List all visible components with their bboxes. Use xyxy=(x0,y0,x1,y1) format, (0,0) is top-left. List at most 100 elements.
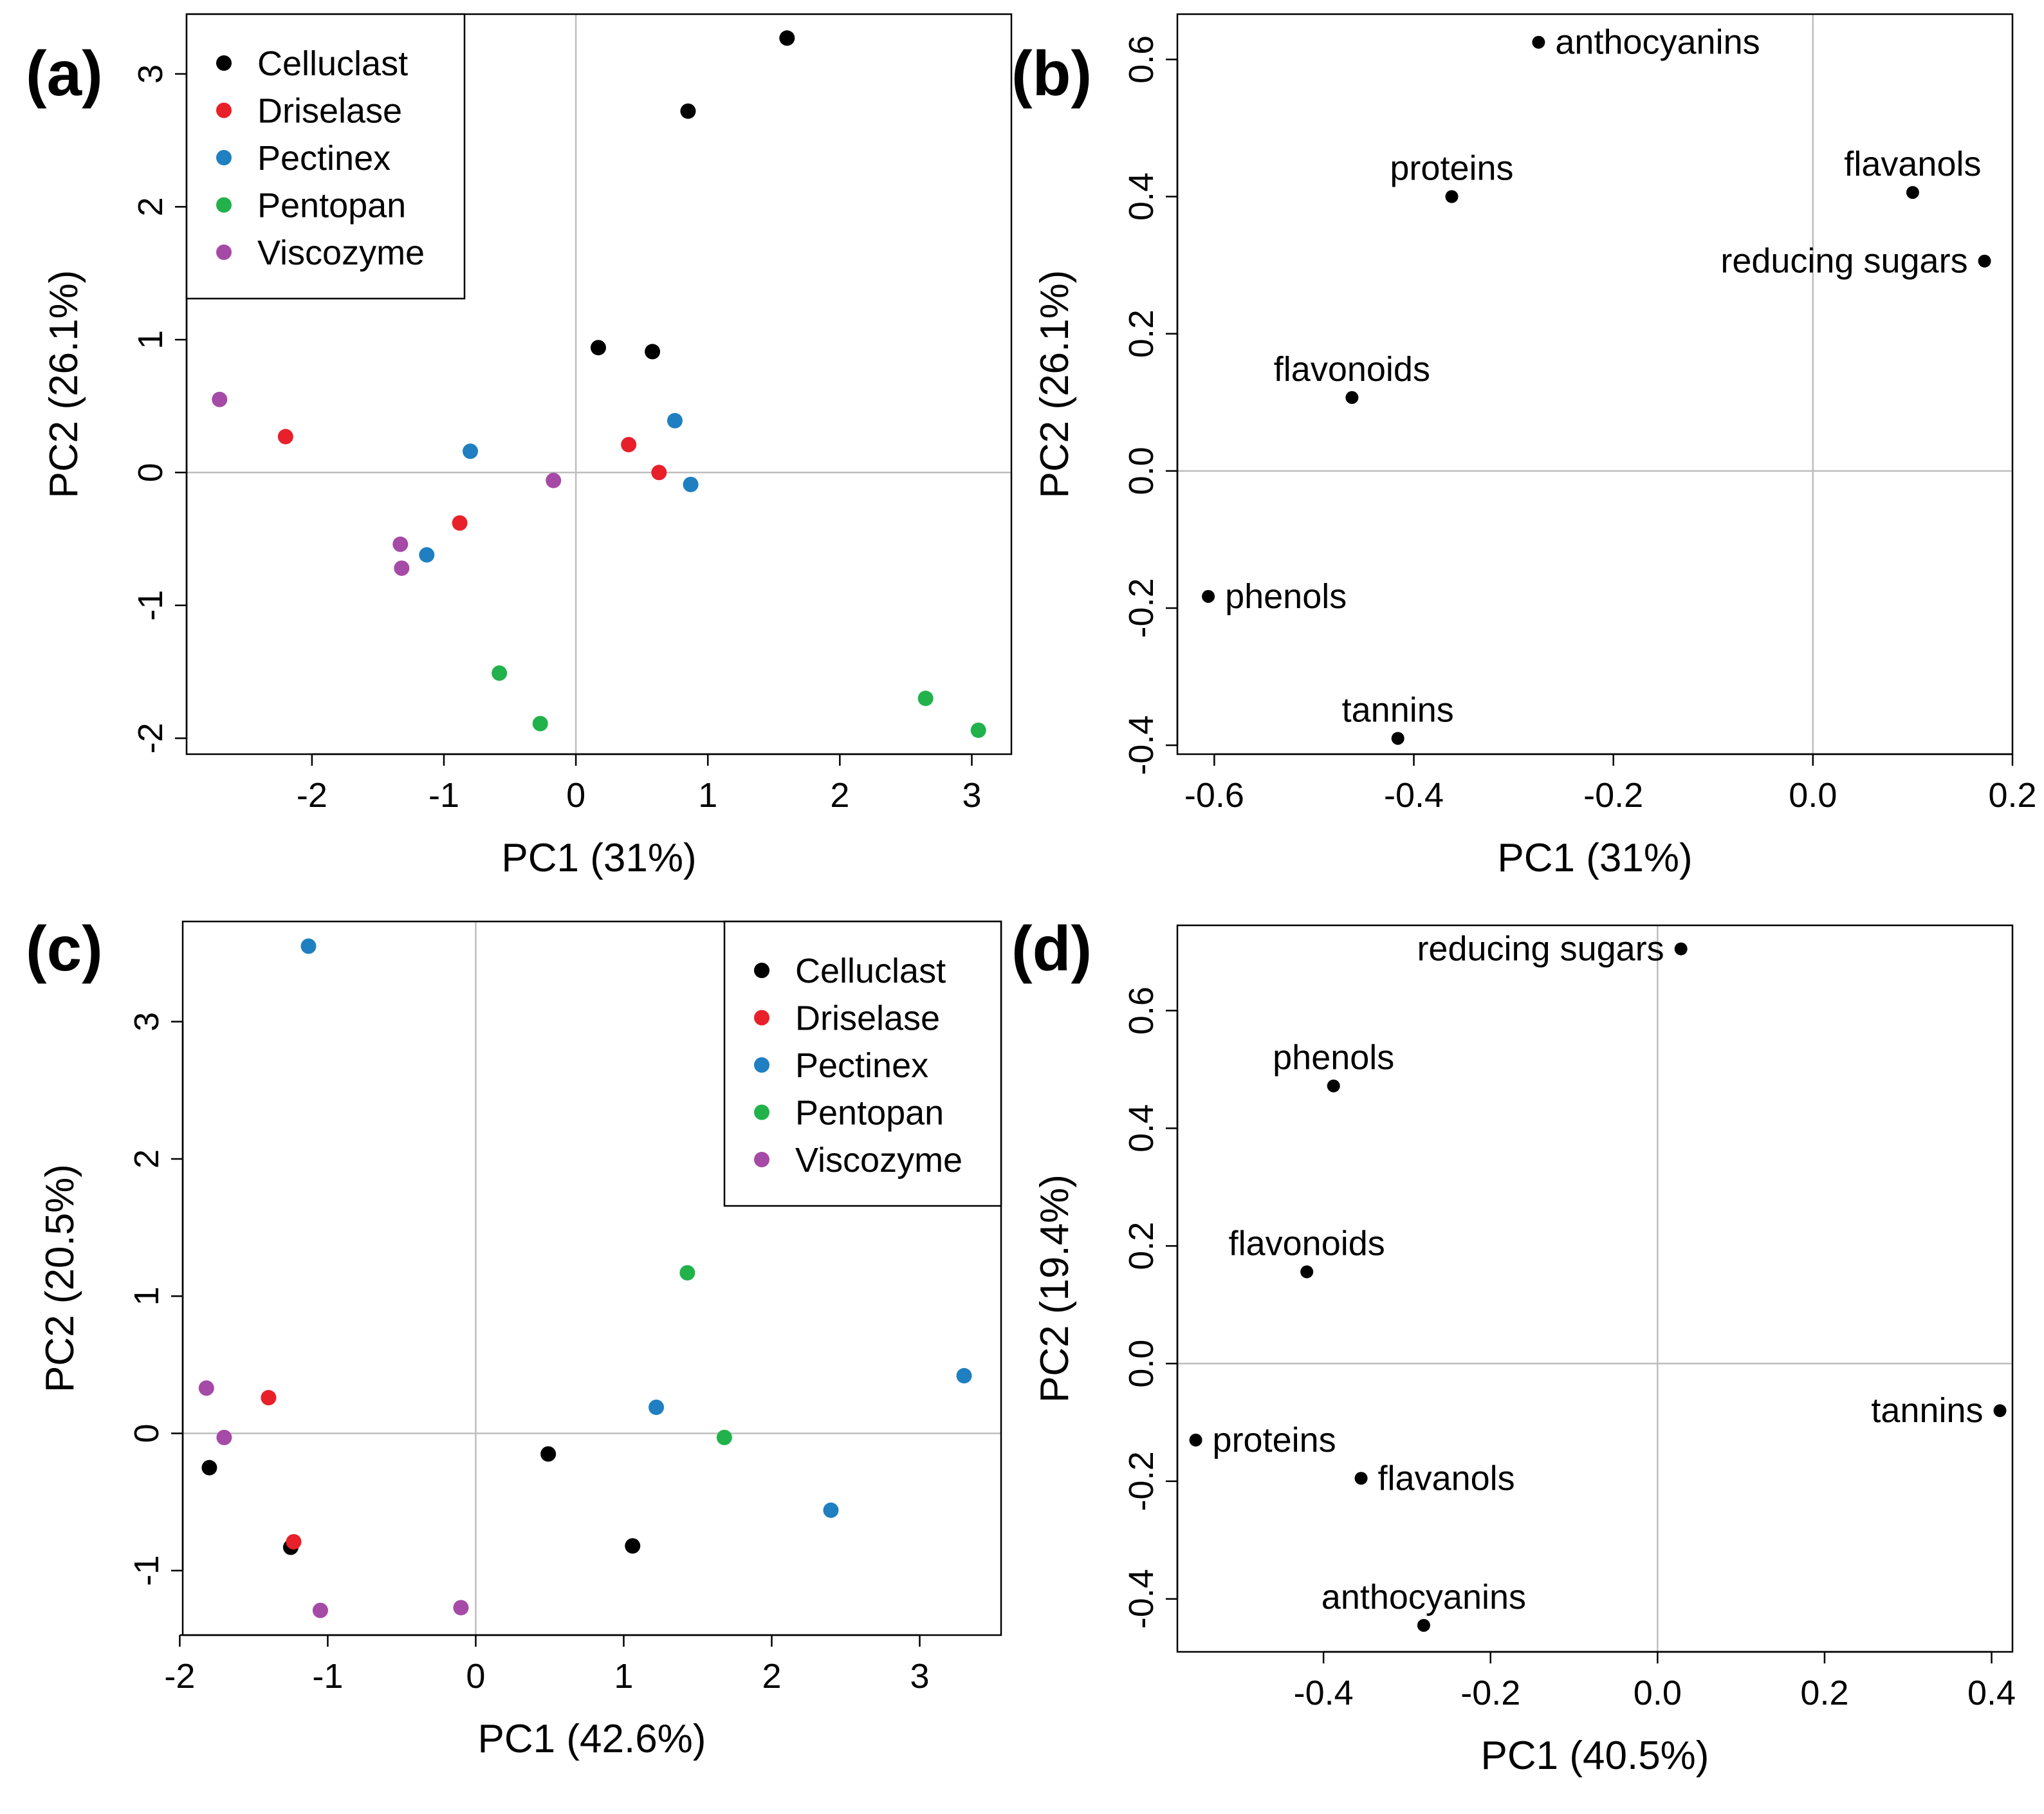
panel-c: -2 -1 0 1 2 3 -1 0 1 2 3 PC1 (42.6%) PC2 (20.5%) Cell… xyxy=(38,920,1002,1761)
loading-point xyxy=(1202,589,1215,603)
legend-swatch-pentopan xyxy=(216,197,232,213)
legend-label: Viscozyme xyxy=(257,234,425,272)
x-tick-label: 3 xyxy=(962,776,981,815)
panel-d-letter: (d) xyxy=(1011,913,1092,984)
loading-label: flavonoids xyxy=(1229,1224,1385,1263)
legend-label: Pentopan xyxy=(257,187,406,225)
y-tick-label: 0.0 xyxy=(1122,1340,1161,1388)
y-axis-title: PC2 (20.5%) xyxy=(38,1164,82,1393)
data-point-pectinex xyxy=(823,1502,839,1518)
x-tick-label: 0 xyxy=(566,776,585,815)
data-point-driselase xyxy=(621,436,637,452)
y-tick-label: 0.0 xyxy=(1122,447,1161,495)
loading-point xyxy=(1354,1472,1368,1485)
data-point-pectinex xyxy=(667,412,683,429)
x-tick-label: 0.4 xyxy=(1967,1674,2016,1712)
data-point-viscozyme xyxy=(212,391,228,407)
y-tick-label: -0.4 xyxy=(1122,716,1161,775)
panel-a: -2 -1 0 1 2 3 -2 -1 0 1 2 3 PC1 (31%) PC2 (26.1%) Cell… xyxy=(42,13,1013,880)
data-point-pentopan xyxy=(970,722,986,738)
legend-label: Celluclast xyxy=(795,952,946,990)
data-point-celluclast xyxy=(590,340,606,356)
data-point-pentopan xyxy=(532,716,548,732)
data-point-driselase xyxy=(286,1533,302,1550)
data-point-celluclast xyxy=(779,30,795,46)
loading-label: flavanols xyxy=(1378,1459,1515,1497)
panel-c-letter: (c) xyxy=(26,913,103,984)
legend-swatch-viscozyme xyxy=(216,245,232,260)
data-point-driselase xyxy=(651,465,667,481)
loading-point xyxy=(1445,190,1459,203)
legend-swatch-celluclast xyxy=(216,55,232,71)
panel-a-letter: (a) xyxy=(26,38,103,109)
loading-label: reducing sugars xyxy=(1720,242,1967,281)
y-axis-title: PC2 (19.4%) xyxy=(1033,1174,1077,1403)
data-point-celluclast xyxy=(625,1538,641,1554)
x-tick-label: 0.0 xyxy=(1634,1674,1682,1712)
y-tick-label: 2 xyxy=(131,197,170,216)
panels-group: -2 -1 0 1 2 3 -2 -1 0 1 2 3 PC1 (31%) PC2 (26.1%) Cell… xyxy=(38,13,2037,1778)
x-tick-label: -0.4 xyxy=(1294,1674,1354,1712)
data-point-viscozyme xyxy=(198,1380,214,1396)
data-point-pectinex xyxy=(463,443,479,459)
data-point-pentopan xyxy=(716,1429,732,1445)
y-tick-label: 0 xyxy=(127,1423,166,1443)
loading-point xyxy=(1327,1079,1340,1093)
y-tick-label: 3 xyxy=(131,64,170,84)
data-point-pentopan xyxy=(679,1264,695,1281)
x-tick-label: 0 xyxy=(466,1657,485,1696)
x-axis-title: PC1 (40.5%) xyxy=(1481,1734,1709,1778)
x-tick-label: -0.4 xyxy=(1384,776,1444,815)
loading-label: reducing sugars xyxy=(1417,930,1664,968)
data-point-pectinex xyxy=(300,938,317,954)
loading-point xyxy=(1532,35,1545,49)
loading-label: phenols xyxy=(1225,577,1347,616)
x-tick-label: -1 xyxy=(428,776,459,815)
y-tick-label: 0.4 xyxy=(1122,1104,1161,1152)
loading-point xyxy=(1300,1265,1314,1279)
loading-label: tannins xyxy=(1871,1391,1983,1430)
loading-label: tannins xyxy=(1342,690,1454,729)
y-tick-label: -1 xyxy=(127,1555,166,1586)
x-tick-label: 1 xyxy=(698,776,717,815)
data-point-pentopan xyxy=(492,665,508,681)
legend-swatch-viscozyme xyxy=(754,1152,769,1167)
x-tick-label: -1 xyxy=(312,1657,343,1696)
legend-swatch-celluclast xyxy=(754,963,769,978)
panel-d: -0.4 -0.2 0.0 0.2 0.4 -0.4 -0.2 0.0 0.2 0.4 0.6 PC1… xyxy=(1033,924,2016,1778)
legend-swatch-driselase xyxy=(216,102,232,118)
x-tick-label: -0.2 xyxy=(1583,776,1643,815)
loading-label: proteins xyxy=(1390,149,1513,188)
y-tick-label: 0.2 xyxy=(1122,310,1161,358)
data-point-celluclast xyxy=(540,1446,557,1462)
loading-point xyxy=(1345,391,1359,404)
legend-label: Driselase xyxy=(795,999,940,1038)
y-tick-label: 2 xyxy=(127,1149,166,1169)
data-point-driselase xyxy=(277,429,293,445)
loading-point xyxy=(1978,254,1991,268)
x-tick-label: 0.2 xyxy=(1988,776,2036,815)
data-point-viscozyme xyxy=(312,1602,328,1618)
loading-label: proteins xyxy=(1213,1421,1336,1459)
data-point-driselase xyxy=(261,1390,277,1406)
data-point-driselase xyxy=(452,515,468,531)
x-tick-label: 1 xyxy=(614,1657,633,1696)
x-tick-label: 2 xyxy=(830,776,849,815)
legend-swatch-pentopan xyxy=(754,1104,769,1120)
data-point-pentopan xyxy=(917,690,934,707)
data-point-celluclast xyxy=(201,1459,217,1476)
legend-label: Pentopan xyxy=(795,1094,944,1133)
y-tick-label: -2 xyxy=(131,723,170,754)
y-axis-title: PC2 (26.1%) xyxy=(42,270,86,499)
loading-label: anthocyanins xyxy=(1321,1578,1526,1616)
x-tick-label: 2 xyxy=(762,1657,781,1696)
data-point-pectinex xyxy=(956,1367,972,1384)
x-tick-label: 3 xyxy=(910,1657,929,1696)
loading-point xyxy=(1906,186,1919,199)
y-tick-label: 0.2 xyxy=(1122,1222,1161,1270)
legend-swatch-pectinex xyxy=(754,1057,769,1073)
x-tick-label: -0.2 xyxy=(1460,1674,1520,1712)
legend: Celluclast Driselase Pectinex Pentopan Visco… xyxy=(723,920,1002,1207)
data-point-viscozyme xyxy=(394,560,410,576)
